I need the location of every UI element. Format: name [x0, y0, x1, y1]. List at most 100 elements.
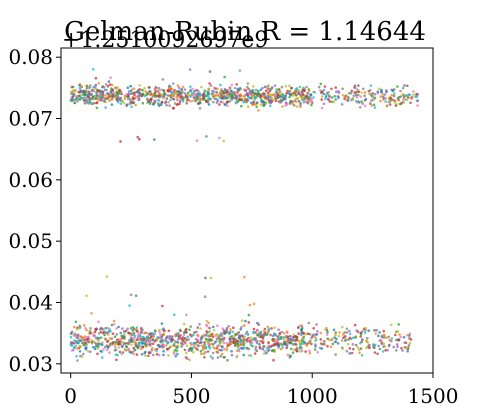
- upper-cluster-point: [208, 97, 211, 100]
- upper-cluster-point: [267, 84, 270, 88]
- upper-cluster-point: [310, 103, 313, 107]
- lower-cluster-point: [402, 335, 406, 339]
- upper-cluster-point: [324, 95, 328, 99]
- lower-cluster-point: [192, 343, 196, 347]
- lower-cluster-point: [110, 323, 114, 327]
- lower-cluster-point: [244, 319, 247, 323]
- lower-cluster-point: [290, 347, 293, 351]
- lower-cluster-point: [215, 350, 219, 354]
- upper-cluster-point: [106, 92, 109, 95]
- lower-cluster-point: [75, 328, 79, 331]
- outlier-point: [243, 275, 246, 279]
- upper-cluster-point: [126, 86, 130, 89]
- lower-cluster-point: [211, 335, 215, 339]
- upper-cluster-point: [118, 88, 121, 92]
- lower-cluster-point: [135, 353, 139, 356]
- upper-cluster-point: [371, 95, 375, 98]
- lower-cluster-point: [187, 338, 190, 341]
- lower-cluster-point: [394, 349, 398, 352]
- upper-cluster-point: [157, 86, 160, 90]
- lower-cluster-point: [286, 353, 290, 357]
- upper-cluster-point: [373, 106, 377, 109]
- upper-cluster-point: [246, 82, 250, 85]
- lower-cluster-point: [108, 337, 112, 340]
- lower-cluster-point: [220, 332, 223, 335]
- upper-cluster-point: [111, 88, 115, 92]
- upper-cluster-point: [259, 103, 263, 106]
- lower-cluster-point: [232, 326, 235, 330]
- upper-cluster-point: [383, 93, 387, 96]
- lower-cluster-point: [126, 327, 129, 331]
- lower-cluster-point: [127, 339, 131, 342]
- lower-cluster-point: [187, 349, 191, 353]
- lower-cluster-point: [225, 346, 229, 350]
- upper-cluster-point: [334, 86, 338, 89]
- lower-cluster-point: [266, 330, 270, 334]
- upper-cluster-point: [159, 103, 163, 106]
- lower-cluster-point: [246, 333, 250, 336]
- upper-cluster-point: [157, 102, 160, 105]
- upper-cluster-point: [180, 93, 183, 96]
- upper-cluster-point: [355, 93, 358, 97]
- lower-cluster-point: [367, 329, 371, 333]
- upper-cluster-point: [381, 93, 385, 96]
- upper-cluster-point: [203, 89, 207, 92]
- upper-cluster-point: [307, 88, 311, 91]
- lower-cluster-point: [69, 335, 73, 339]
- upper-cluster-point: [136, 90, 139, 93]
- lower-cluster-point: [82, 324, 86, 327]
- y-tick-label: 0.03: [8, 352, 53, 376]
- outlier-point: [109, 76, 112, 79]
- upper-cluster-point: [164, 100, 168, 103]
- lower-cluster-point: [326, 337, 330, 341]
- lower-cluster-point: [190, 347, 194, 350]
- upper-cluster-point: [293, 91, 296, 95]
- lower-cluster-point: [211, 351, 215, 355]
- lower-cluster-point: [222, 338, 226, 341]
- lower-cluster-point: [219, 354, 222, 358]
- upper-cluster-point: [319, 82, 323, 86]
- lower-cluster-point: [115, 338, 119, 342]
- upper-cluster-point: [131, 96, 135, 99]
- lower-cluster-point: [77, 336, 80, 340]
- lower-cluster-point: [219, 341, 222, 345]
- upper-cluster-point: [317, 85, 321, 89]
- upper-cluster-point: [153, 93, 157, 97]
- lower-cluster-point: [158, 345, 161, 348]
- outlier-point: [222, 139, 225, 143]
- upper-cluster-point: [214, 87, 217, 90]
- upper-cluster-point: [225, 97, 229, 100]
- lower-cluster-point: [202, 334, 206, 338]
- upper-cluster-point: [72, 93, 76, 97]
- upper-cluster-point: [328, 95, 332, 98]
- upper-cluster-point: [205, 94, 209, 98]
- lower-cluster-point: [256, 329, 260, 332]
- upper-cluster-point: [394, 104, 398, 107]
- upper-cluster-point: [79, 90, 82, 94]
- lower-cluster-point: [353, 323, 357, 327]
- upper-cluster-point: [330, 87, 333, 91]
- lower-cluster-point: [189, 325, 192, 328]
- upper-cluster-point: [93, 95, 97, 99]
- outlier-point: [218, 136, 221, 140]
- lower-cluster-point: [139, 344, 142, 348]
- lower-cluster-point: [111, 341, 115, 345]
- lower-cluster-point: [98, 328, 102, 331]
- lower-cluster-point: [87, 335, 90, 339]
- lower-cluster-point: [96, 352, 99, 356]
- upper-cluster-point: [361, 102, 364, 105]
- lower-cluster-point: [233, 340, 236, 344]
- lower-cluster-point: [352, 336, 355, 340]
- upper-cluster-point: [220, 93, 223, 97]
- lower-cluster-point: [308, 339, 312, 343]
- lower-cluster-point: [401, 349, 404, 352]
- lower-cluster-point: [218, 344, 221, 347]
- lower-cluster-point: [99, 336, 102, 339]
- upper-cluster-point: [322, 92, 326, 96]
- upper-cluster-point: [305, 85, 308, 89]
- upper-cluster-point: [201, 93, 205, 96]
- lower-cluster-point: [383, 334, 386, 337]
- upper-cluster-point: [228, 96, 231, 100]
- upper-cluster-point: [222, 91, 225, 94]
- lower-cluster-point: [316, 350, 320, 354]
